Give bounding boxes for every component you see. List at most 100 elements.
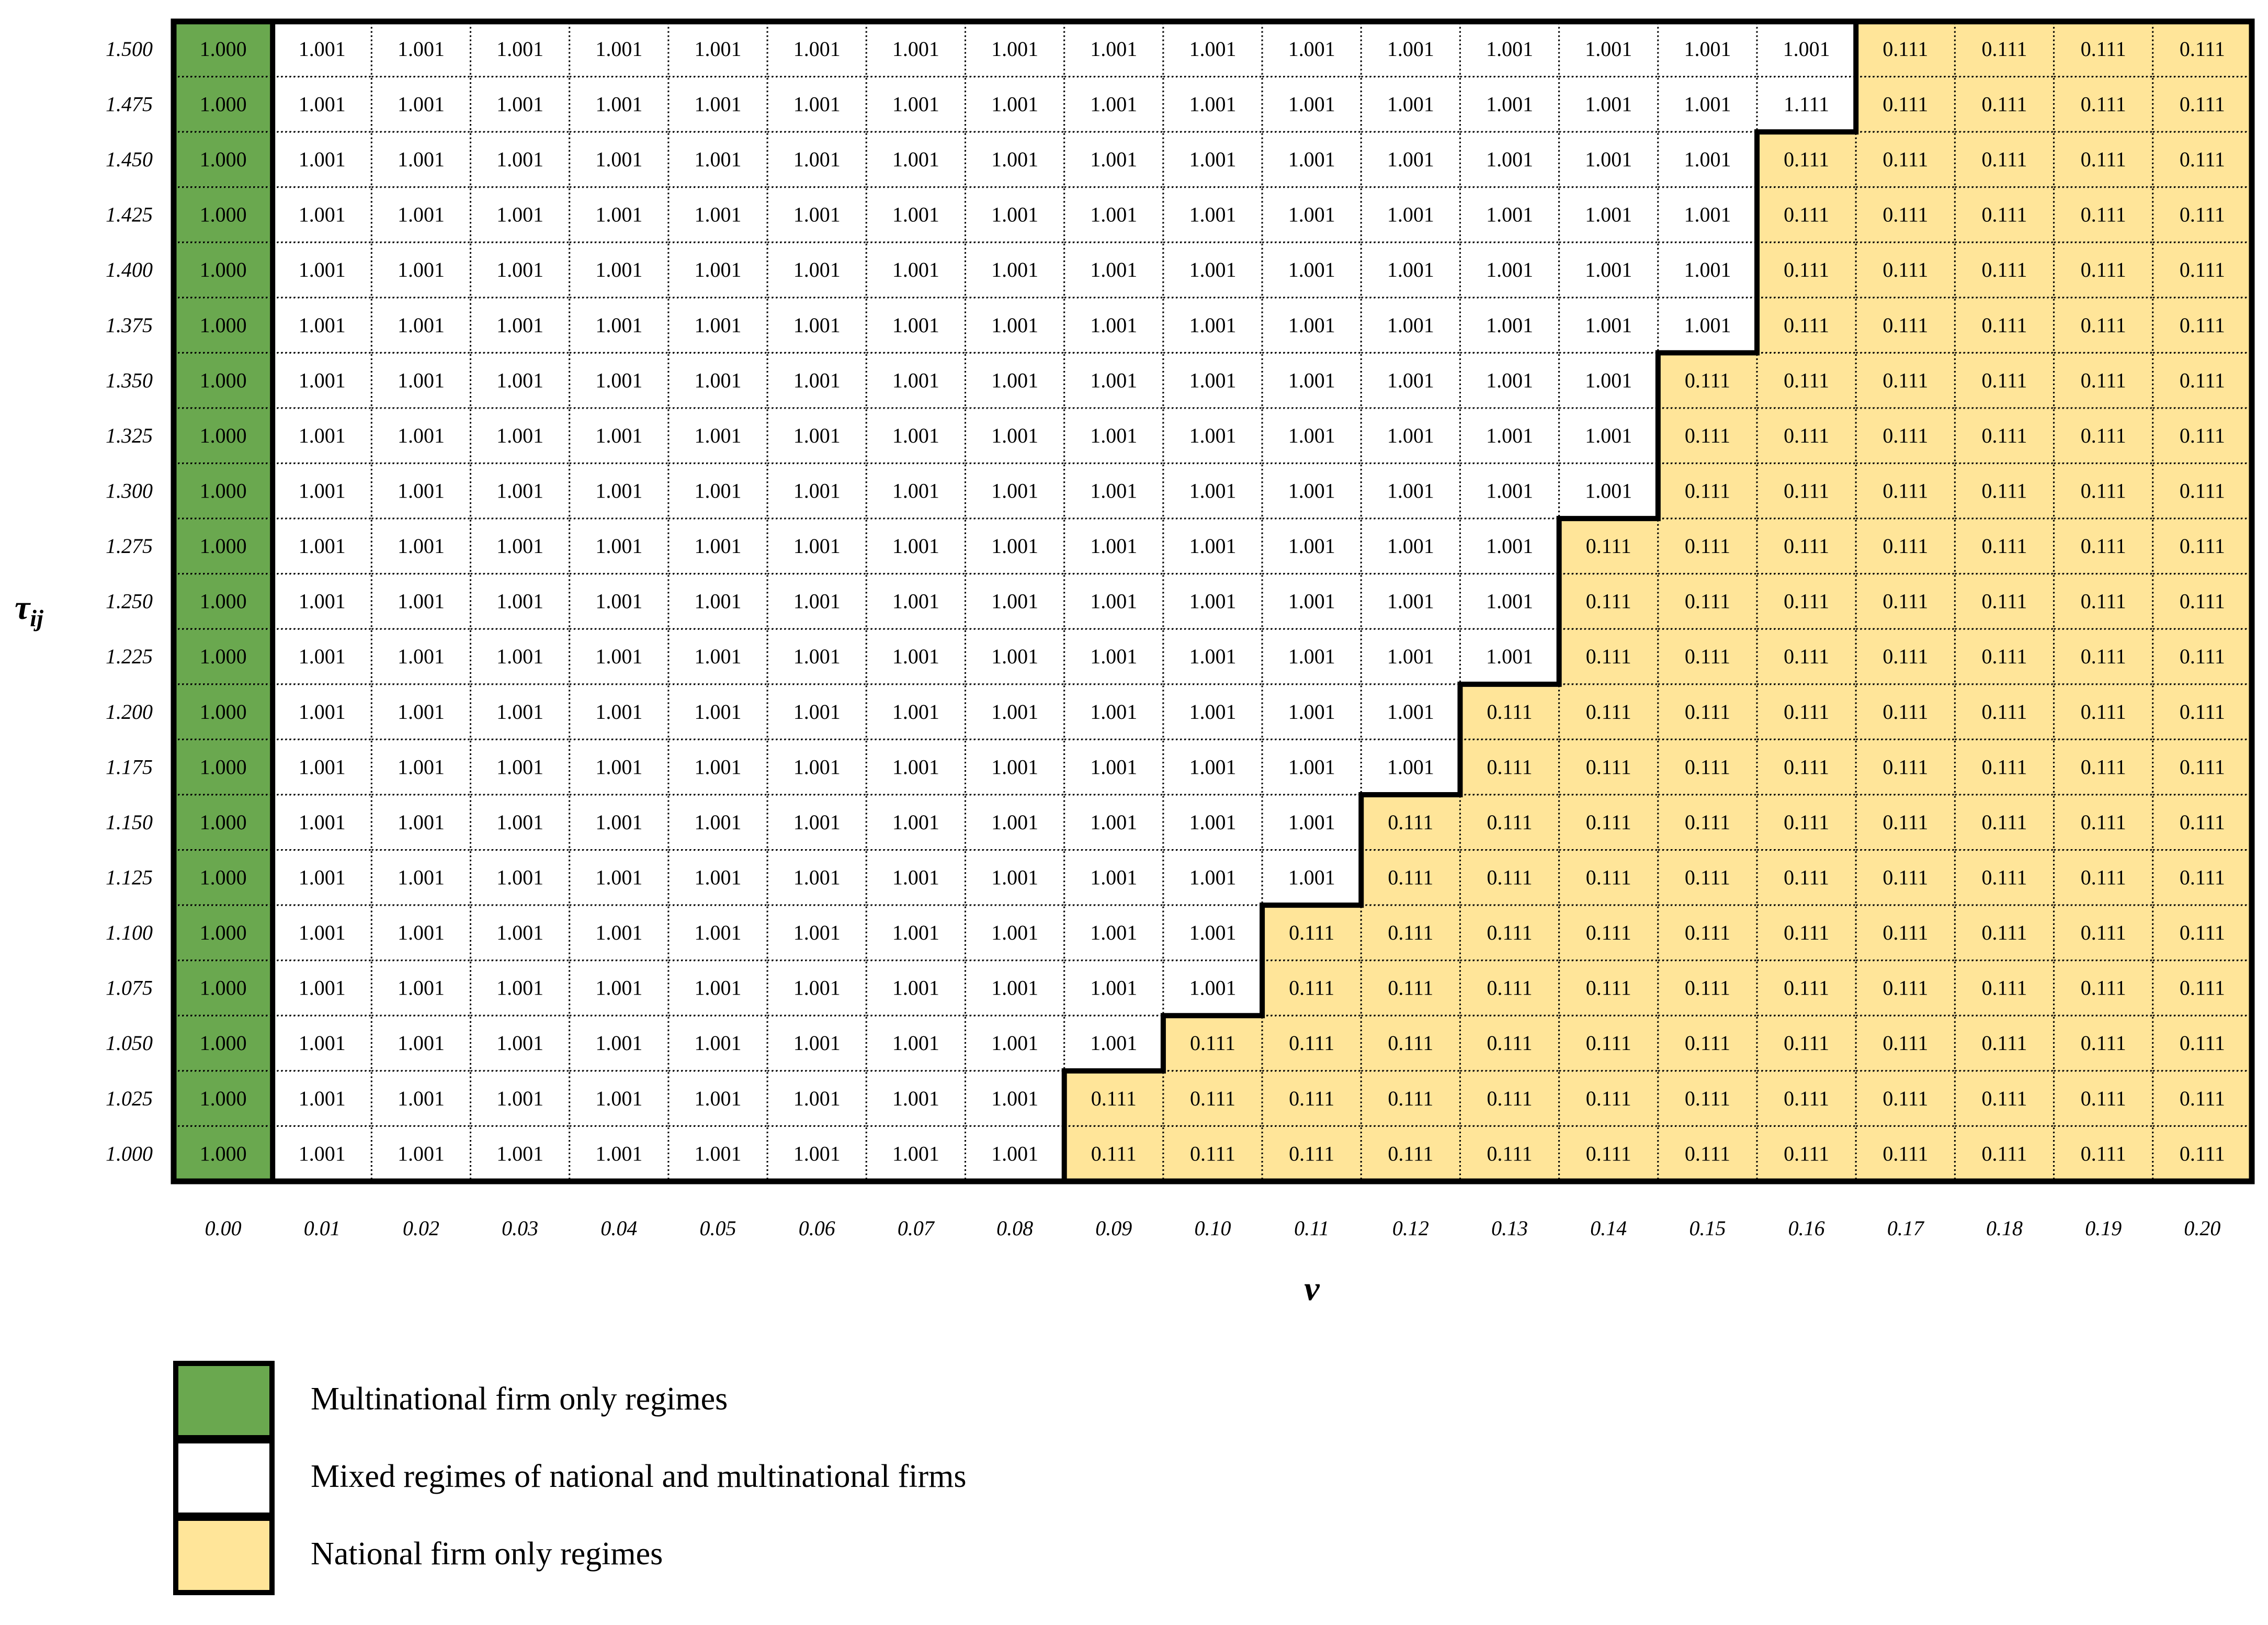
cell-value: 0.111	[1487, 1031, 1533, 1055]
cell-value: 1.001	[1486, 37, 1533, 61]
cell-value: 1.001	[1585, 37, 1632, 61]
cell-value: 1.001	[991, 424, 1038, 447]
cell-value: 1.001	[1090, 755, 1137, 778]
cell	[1459, 683, 1560, 740]
cell	[1855, 573, 1956, 630]
cell	[1459, 1070, 1560, 1127]
cell-value: 0.111	[1784, 313, 1829, 337]
cell-value: 1.001	[695, 755, 742, 778]
cell-value: 1.001	[991, 479, 1038, 503]
cell-value: 1.000	[200, 700, 247, 724]
cell	[1657, 297, 1758, 354]
cell-value: 0.111	[1982, 1031, 2027, 1055]
cell-value: 1.001	[1090, 148, 1137, 171]
cell-value: 0.111	[1388, 921, 1433, 944]
cell	[1558, 573, 1659, 630]
cell	[766, 683, 867, 740]
cell	[370, 960, 472, 1017]
cell-value: 1.001	[695, 976, 742, 1000]
cell-value: 1.001	[991, 368, 1038, 392]
cell	[569, 186, 670, 243]
cell-value: 1.001	[496, 203, 543, 227]
column-label: 0.00	[205, 1216, 242, 1240]
cell-value: 0.111	[1982, 755, 2027, 778]
cell	[1360, 683, 1461, 740]
cell	[173, 297, 274, 354]
cell-value: 1.001	[299, 534, 346, 558]
cell	[1162, 186, 1263, 243]
column-label: 0.10	[1195, 1216, 1231, 1240]
cell	[173, 517, 274, 575]
cell-value: 0.111	[1190, 1087, 1235, 1110]
cell-value: 1.001	[695, 368, 742, 392]
cell-value: 1.001	[892, 424, 939, 447]
cell-value: 1.001	[1684, 258, 1731, 281]
cell-value: 0.111	[1685, 590, 1730, 613]
cell-value: 1.001	[1288, 258, 1335, 281]
cell	[1558, 738, 1659, 796]
cell	[1459, 904, 1560, 962]
cell	[2152, 960, 2253, 1017]
legend-swatch	[173, 1438, 275, 1518]
cell	[1558, 297, 1659, 354]
cell-value: 0.111	[1982, 258, 2027, 281]
cell	[1063, 628, 1164, 685]
cell-value: 1.001	[991, 866, 1038, 889]
cell-value: 0.111	[1883, 590, 1928, 613]
cell	[1954, 352, 2055, 409]
cell	[1756, 1125, 1857, 1182]
cell-value: 1.001	[595, 645, 642, 668]
cell-value: 1.001	[991, 590, 1038, 613]
cell-value: 0.111	[1982, 976, 2027, 1000]
cell-value: 1.001	[1189, 976, 1237, 1000]
cell-value: 1.001	[695, 810, 742, 834]
cell-value: 1.001	[892, 1087, 939, 1110]
cell-value: 1.001	[299, 148, 346, 171]
cell-value: 0.111	[1388, 976, 1433, 1000]
cell-value: 1.001	[892, 921, 939, 944]
cell-value: 0.111	[1982, 700, 2027, 724]
cell	[2053, 683, 2154, 740]
cell-value: 1.001	[793, 479, 841, 503]
cell-value: 0.111	[1982, 203, 2027, 227]
cell	[1360, 849, 1461, 906]
cell-value: 0.111	[2081, 645, 2126, 668]
cell-value: 0.111	[2081, 313, 2126, 337]
cell-value: 0.111	[1190, 1031, 1235, 1055]
cell-value: 1.001	[1288, 424, 1335, 447]
cell-value: 1.001	[892, 93, 939, 116]
cell-value: 1.001	[1486, 645, 1533, 668]
cell	[173, 76, 274, 133]
cell	[1657, 241, 1758, 299]
cell-value: 1.001	[299, 755, 346, 778]
table-border	[171, 18, 2255, 1184]
cell-value: 0.111	[1685, 424, 1730, 447]
cell	[1360, 628, 1461, 685]
cell-value: 0.111	[1883, 645, 1928, 668]
cell-value: 0.111	[1982, 148, 2027, 171]
cell-value: 1.001	[1189, 203, 1237, 227]
cell-value: 1.001	[991, 755, 1038, 778]
cell-value: 1.001	[1189, 424, 1237, 447]
column-label: 0.12	[1392, 1216, 1429, 1240]
cell-value: 1.001	[595, 1142, 642, 1165]
cell-value: 0.111	[1487, 921, 1533, 944]
cell	[569, 628, 670, 685]
cell-value: 1.001	[892, 590, 939, 613]
cell-value: 0.111	[1883, 368, 1928, 392]
column-label: 0.09	[1095, 1216, 1132, 1240]
cell-value: 1.001	[1189, 148, 1237, 171]
cell-value: 0.111	[1091, 1142, 1137, 1165]
cell-value: 0.111	[1388, 1142, 1433, 1165]
cell	[173, 352, 274, 409]
cell-value: 1.001	[595, 258, 642, 281]
cell-value: 1.000	[200, 368, 247, 392]
cell-value: 1.000	[200, 1087, 247, 1110]
cell	[470, 407, 571, 465]
cell-value: 1.001	[991, 1087, 1038, 1110]
cell-value: 1.001	[496, 534, 543, 558]
cell-value: 0.111	[1487, 755, 1533, 778]
cell-value: 0.111	[1883, 755, 1928, 778]
cell-value: 1.001	[595, 755, 642, 778]
column-label: 0.20	[2184, 1216, 2220, 1240]
